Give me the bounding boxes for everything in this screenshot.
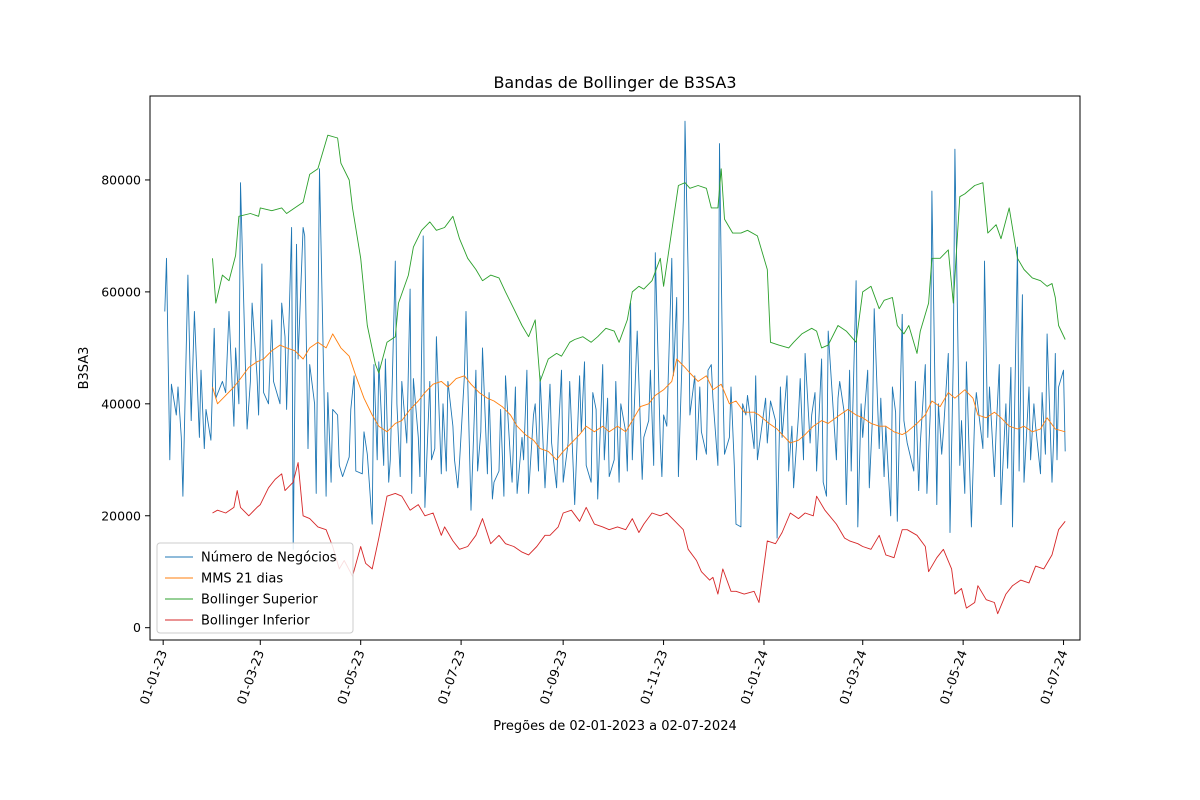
plot-frame [149,95,1081,641]
legend-label-0: Número de Negócios [201,551,337,566]
series-line-2 [212,134,1066,382]
y-tick-label-2: 40000 [101,396,141,411]
legend-box [156,542,354,634]
legend-label-3: Bollinger Inferior [201,614,310,629]
x-axis-label: Pregões de 02-01-2023 a 02-07-2024 [493,719,737,734]
legend-label-2: Bollinger Superior [201,593,318,608]
series-line-0 [164,120,1066,550]
y-tick-label-4: 80000 [101,172,141,187]
y-axis: 0 20000 40000 60000 80000 [101,172,150,635]
y-tick-label-3: 60000 [101,284,141,299]
series-line-1 [212,333,1066,461]
chart-title: Bandas de Bollinger de B3SA3 [493,73,736,92]
y-tick-label-1: 20000 [101,508,141,523]
y-axis-label: B3SA3 [77,347,92,390]
y-tick-label-0: 0 [133,620,141,635]
legend: Número de Negócios MMS 21 dias Bollinger S… [156,542,354,634]
legend-label-1: MMS 21 dias [201,572,283,587]
